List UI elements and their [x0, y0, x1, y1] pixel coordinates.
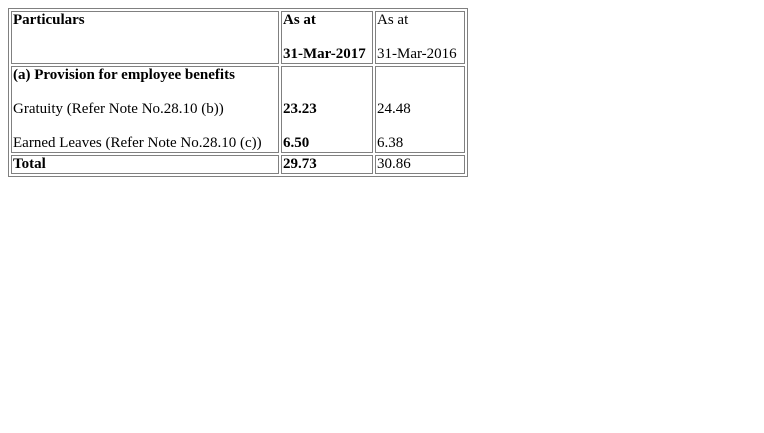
- total-label: Total: [11, 155, 279, 174]
- spacer: [13, 84, 277, 101]
- header-row: Particulars As at 31-Mar-2017 As at 31-M…: [11, 11, 465, 64]
- spacer: [377, 118, 463, 135]
- col-2016-header: As at 31-Mar-2016: [375, 11, 465, 64]
- spacer: [377, 84, 463, 101]
- col-2016-as-at: As at: [377, 12, 409, 28]
- spacer: [377, 29, 463, 46]
- col-2017-header: As at 31-Mar-2017: [281, 11, 373, 64]
- total-2017: 29.73: [281, 155, 373, 174]
- provision-table: Particulars As at 31-Mar-2017 As at 31-M…: [8, 8, 468, 177]
- spacer: [13, 118, 277, 135]
- col-2017-date: 31-Mar-2017: [283, 46, 366, 62]
- spacer: [283, 29, 371, 46]
- section-row: (a) Provision for employee benefits Grat…: [11, 66, 465, 153]
- gratuity-2017: 23.23: [283, 101, 317, 117]
- earned-leaves-label: Earned Leaves (Refer Note No.28.10 (c)): [13, 135, 262, 151]
- particulars-header: Particulars: [11, 11, 279, 64]
- spacer: [283, 118, 371, 135]
- earned-leaves-2016: 6.38: [377, 135, 404, 151]
- section-particulars-cell: (a) Provision for employee benefits Grat…: [11, 66, 279, 153]
- spacer: [377, 67, 463, 84]
- gratuity-2016: 24.48: [377, 101, 411, 117]
- spacer: [283, 67, 371, 84]
- gratuity-label: Gratuity (Refer Note No.28.10 (b)): [13, 101, 224, 117]
- section-2017-cell: 23.23 6.50: [281, 66, 373, 153]
- spacer: [283, 84, 371, 101]
- section-2016-cell: 24.48 6.38: [375, 66, 465, 153]
- col-2016-date: 31-Mar-2016: [377, 46, 457, 62]
- earned-leaves-2017: 6.50: [283, 135, 310, 151]
- col-2017-as-at: As at: [283, 12, 316, 28]
- section-title: (a) Provision for employee benefits: [13, 67, 235, 83]
- total-2016: 30.86: [375, 155, 465, 174]
- total-row: Total 29.73 30.86: [11, 155, 465, 174]
